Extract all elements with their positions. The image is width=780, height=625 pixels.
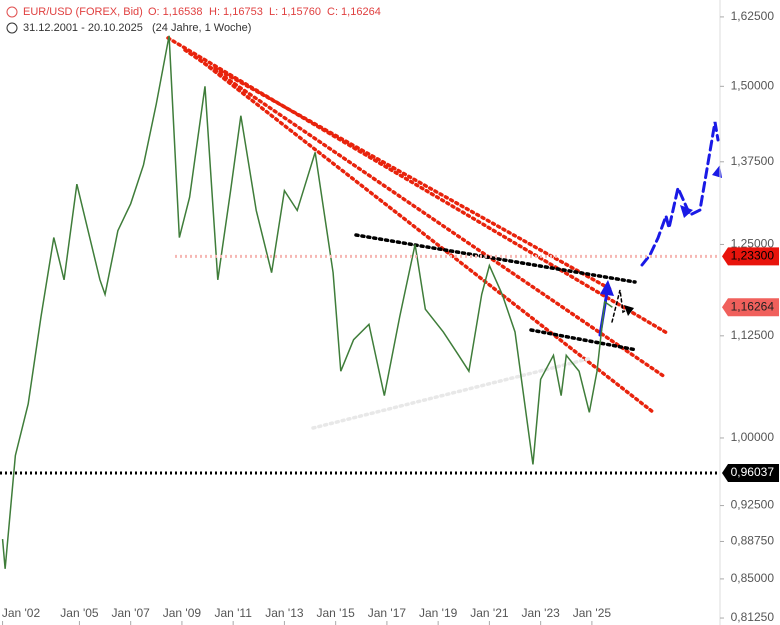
title: EUR/USD (FOREX, Bid): [23, 6, 143, 18]
level-box: [722, 247, 779, 266]
x-tick-label: Jan '19: [419, 606, 458, 620]
arrow-head: [600, 280, 614, 296]
price-line: [1, 35, 613, 569]
icon: [6, 6, 18, 18]
arrow-head: [680, 205, 693, 218]
ohlc: O: 1,16538: [148, 6, 202, 18]
y-tick-label: 1,25000: [731, 237, 775, 251]
y-tick-label: 0,92500: [731, 498, 775, 512]
icon: [6, 22, 18, 34]
y-tick-label: 0,85000: [731, 571, 775, 585]
trendline: [354, 233, 637, 284]
y-tick-label: 1,62500: [731, 9, 775, 23]
y-tick-label: 1,12500: [731, 328, 775, 342]
x-tick-label: Jan '15: [316, 606, 355, 620]
x-tick-label: Jan '21: [470, 606, 509, 620]
level-label: 1,16264: [731, 299, 775, 313]
trendline: [183, 48, 667, 379]
x-tick-label: Jan '13: [265, 606, 304, 620]
period: (24 Jahre, 1 Woche): [152, 22, 251, 34]
x-tick-label: Jan '11: [214, 606, 252, 620]
level-label: 0,96037: [731, 465, 775, 479]
ohlc: C: 1,16264: [327, 6, 381, 18]
trendline: [198, 58, 655, 414]
trendline: [213, 66, 614, 292]
trendlines: [166, 36, 722, 430]
x-tick-label: Jan '05: [60, 606, 99, 620]
arrow-head: [624, 305, 634, 316]
y-tick-label: 1,37500: [731, 154, 775, 168]
x-tick-label: Jan '25: [573, 606, 612, 620]
x-tick-label: Jan '17: [368, 606, 407, 620]
level-box: [722, 298, 779, 317]
header: EUR/USD (FOREX, Bid) O: 1,16538 H: 1,167…: [6, 6, 381, 34]
x-tick-label: Jan '09: [163, 606, 202, 620]
x-tick-label: Jan '23: [521, 606, 560, 620]
trendline: [529, 328, 639, 352]
projection: [640, 121, 720, 267]
y-tick-label: 1,50000: [731, 78, 775, 92]
y-tick-label: 0,81250: [731, 610, 775, 624]
level-label: 1,23300: [731, 248, 775, 262]
level-box: [722, 464, 779, 483]
x-tick-label: Jan '07: [112, 606, 151, 620]
subtitle: 31.12.2001 - 20.10.2025: [23, 22, 143, 34]
y-tick-label: 0,88750: [731, 534, 775, 548]
x-tick-label: Jan '02: [2, 606, 41, 620]
ohlc: L: 1,15760: [269, 6, 321, 18]
projection: [611, 289, 631, 323]
ohlc: H: 1,16753: [209, 6, 263, 18]
y-tick-label: 1,00000: [731, 430, 775, 444]
